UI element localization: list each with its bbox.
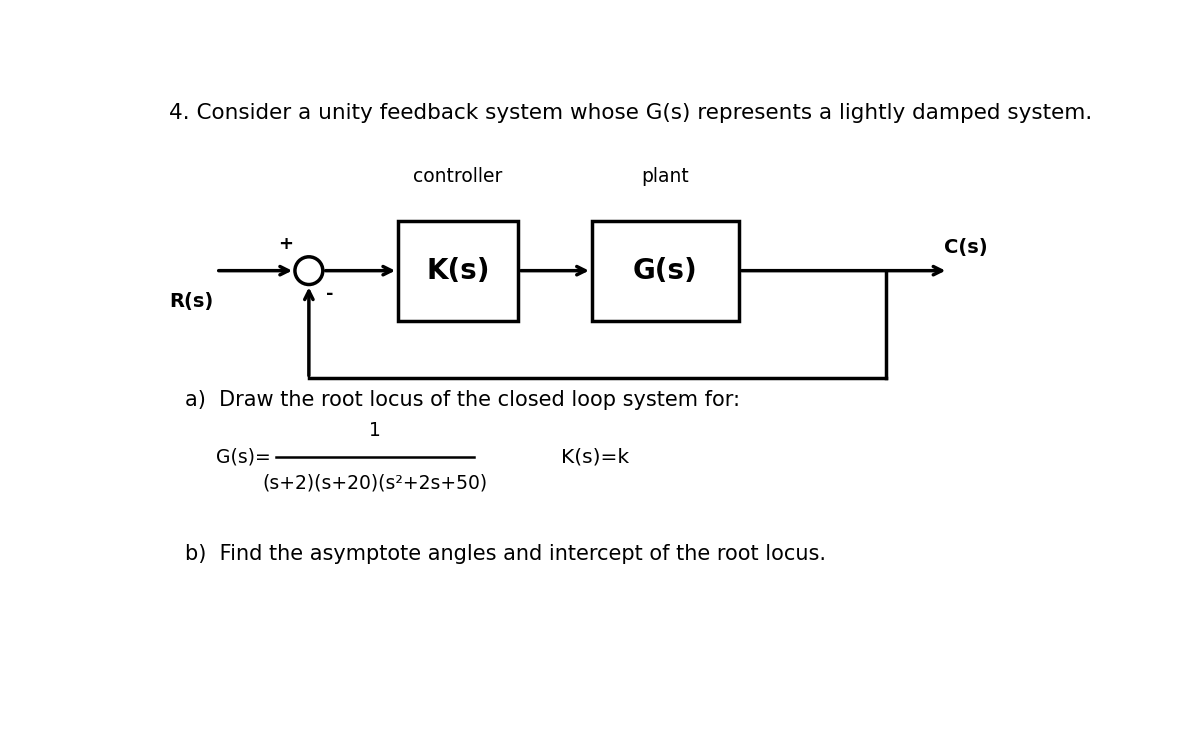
Text: G(s): G(s)	[634, 256, 697, 285]
Text: b)  Find the asymptote angles and intercept of the root locus.: b) Find the asymptote angles and interce…	[185, 544, 826, 564]
Bar	[398, 221, 518, 320]
Text: 1: 1	[370, 421, 382, 440]
Text: controller: controller	[413, 167, 503, 186]
Bar	[592, 221, 739, 320]
Text: G(s)=: G(s)=	[216, 448, 271, 467]
Text: plant: plant	[642, 167, 689, 186]
Text: -: -	[326, 284, 334, 302]
Text: C(s): C(s)	[944, 238, 988, 257]
Text: +: +	[278, 235, 293, 253]
Text: K(s)=k: K(s)=k	[560, 448, 629, 467]
Text: 4. Consider a unity feedback system whose G(s) represents a lightly damped syste: 4. Consider a unity feedback system whos…	[169, 103, 1093, 123]
Text: (s+2)(s+20)(s²+2s+50): (s+2)(s+20)(s²+2s+50)	[263, 474, 487, 493]
Text: a)  Draw the root locus of the closed loop system for:: a) Draw the root locus of the closed loo…	[185, 390, 740, 410]
Text: R(s): R(s)	[169, 293, 214, 311]
Text: K(s): K(s)	[426, 256, 490, 285]
